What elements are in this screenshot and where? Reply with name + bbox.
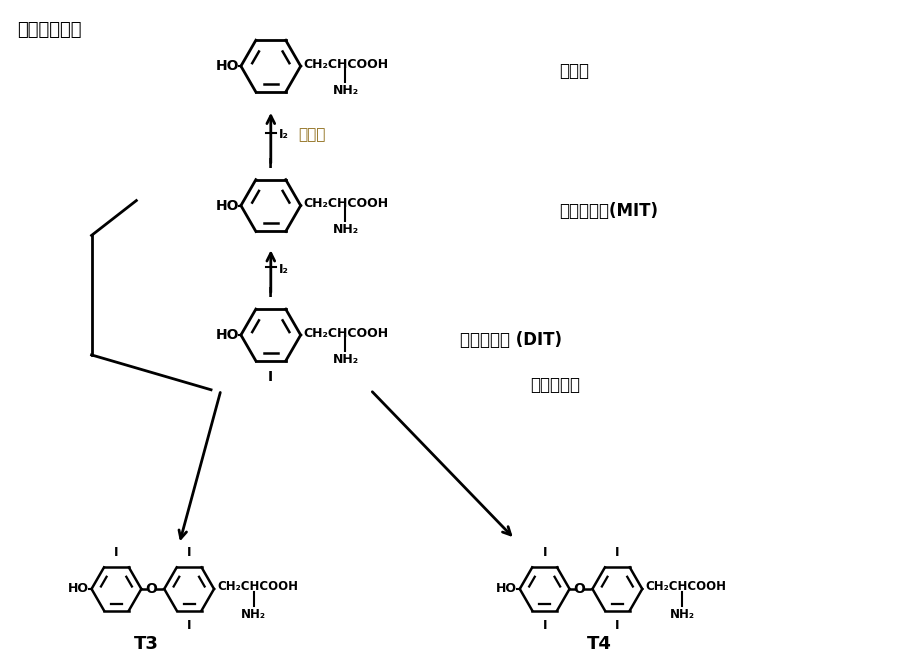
Text: HO: HO — [215, 328, 239, 342]
Text: CH₂CHCOOH: CH₂CHCOOH — [304, 197, 389, 210]
Text: （见下图）。: （见下图）。 — [17, 22, 81, 39]
Text: NH₂: NH₂ — [333, 84, 359, 97]
Text: NH₂: NH₂ — [241, 608, 266, 621]
Text: I: I — [615, 546, 620, 559]
Text: I₂: I₂ — [279, 263, 288, 276]
Text: CH₂CHCOOH: CH₂CHCOOH — [304, 327, 389, 339]
Text: 二碹酪氨酸 (DIT): 二碹酪氨酸 (DIT) — [460, 331, 562, 349]
Text: I: I — [187, 619, 191, 632]
Text: T3: T3 — [134, 635, 159, 653]
Text: I: I — [268, 157, 274, 171]
Text: T4: T4 — [587, 635, 612, 653]
Text: O: O — [145, 582, 157, 596]
Text: 碹单质: 碹单质 — [298, 127, 326, 142]
Text: NH₂: NH₂ — [670, 608, 695, 621]
Text: I: I — [187, 546, 191, 559]
Text: HO: HO — [496, 583, 517, 595]
Text: CH₂CHCOOH: CH₂CHCOOH — [217, 581, 298, 593]
Text: 酪氨酸: 酪氨酸 — [560, 62, 590, 80]
Text: I: I — [615, 619, 620, 632]
Text: I: I — [268, 286, 274, 300]
Text: O: O — [574, 582, 586, 596]
Text: CH₂CHCOOH: CH₂CHCOOH — [645, 581, 726, 593]
Text: 一碹酪氨酸(MIT): 一碹酪氨酸(MIT) — [560, 202, 659, 220]
Text: I: I — [542, 619, 547, 632]
Text: NH₂: NH₂ — [333, 224, 359, 237]
Text: HO: HO — [67, 583, 89, 595]
Text: I: I — [542, 546, 547, 559]
Text: HO: HO — [215, 59, 239, 73]
Text: CH₂CHCOOH: CH₂CHCOOH — [304, 58, 389, 71]
Text: I₂: I₂ — [279, 128, 288, 141]
Text: HO: HO — [215, 198, 239, 212]
Text: NH₂: NH₂ — [333, 353, 359, 366]
Text: I: I — [268, 370, 274, 384]
Text: I: I — [115, 546, 118, 559]
Text: 二分子聚合: 二分子聚合 — [529, 376, 579, 394]
